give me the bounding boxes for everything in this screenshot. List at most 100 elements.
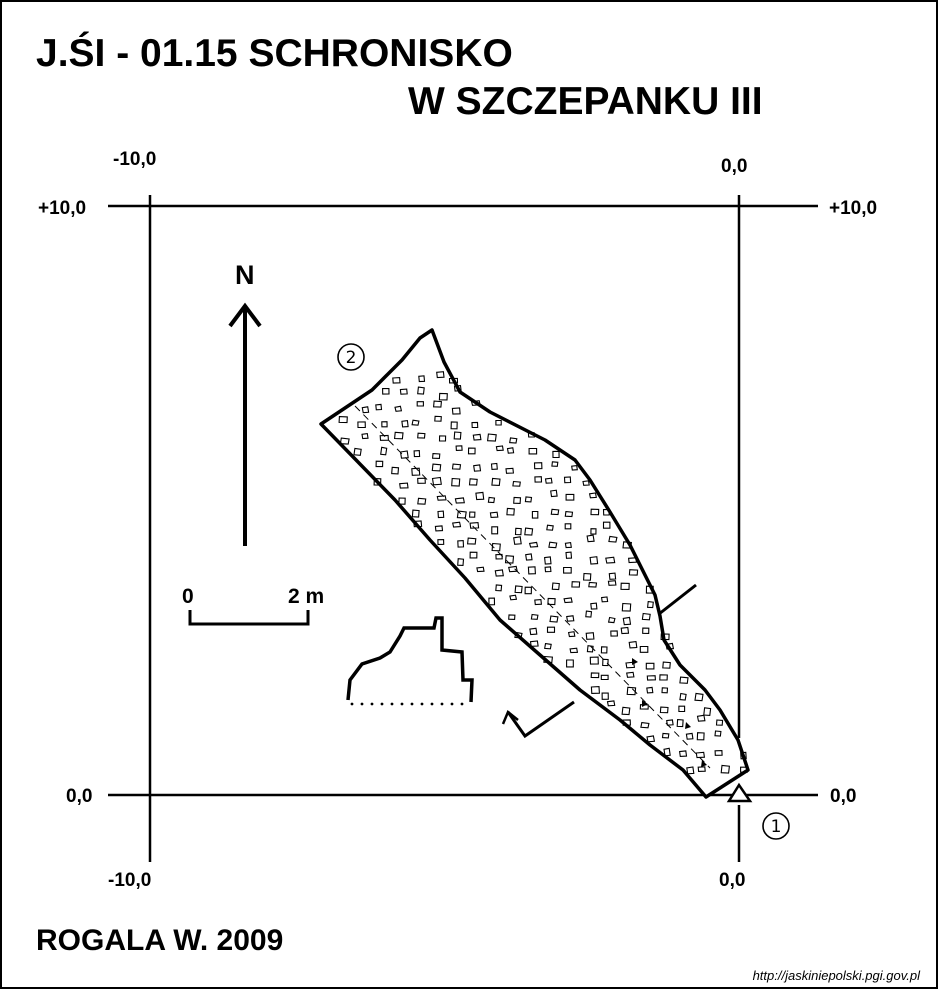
rubble-block xyxy=(544,642,552,650)
rubble-block xyxy=(621,706,631,716)
slope-markers xyxy=(632,658,707,767)
rubble-block xyxy=(566,659,574,668)
rubble-block xyxy=(662,661,671,669)
rubble-block xyxy=(659,674,668,681)
rubble-block xyxy=(601,692,609,700)
rubble-block xyxy=(438,435,447,442)
rubble-block xyxy=(566,615,575,622)
rubble-block xyxy=(544,477,553,484)
rubble-block xyxy=(391,466,400,475)
rubble-block xyxy=(646,600,654,609)
rubble-block xyxy=(436,371,445,379)
rubble-block xyxy=(488,597,496,606)
cross-section-line-lower xyxy=(501,700,575,739)
rubble-block xyxy=(720,764,731,774)
rubble-block xyxy=(486,433,497,442)
rubble-block xyxy=(661,687,669,694)
rubble-block xyxy=(451,477,461,487)
rubble-block xyxy=(514,631,523,639)
rubble-block xyxy=(588,581,598,588)
rubble-block xyxy=(544,566,552,573)
grid-label-bottom-right-x: 0,0 xyxy=(719,870,745,891)
rubble-block xyxy=(533,462,543,470)
rubble-block xyxy=(434,525,444,532)
rubble-block xyxy=(565,551,573,559)
rubble-block xyxy=(528,447,538,455)
rubble-block xyxy=(621,602,632,612)
rubble-block xyxy=(605,556,616,564)
rubble-block xyxy=(622,616,632,626)
rubble-block xyxy=(551,461,559,467)
rubble-block xyxy=(534,599,543,606)
grid-label-left-top-y: +10,0 xyxy=(38,198,86,219)
rubble-block xyxy=(543,655,554,664)
rubble-block xyxy=(697,766,706,772)
rubble-block xyxy=(361,432,369,440)
rubble-block xyxy=(585,610,593,618)
rubble-block xyxy=(582,480,590,486)
rubble-block xyxy=(434,415,442,422)
point-label-entrance: 1 xyxy=(771,817,782,837)
rubble-block xyxy=(703,707,712,716)
rubble-block xyxy=(628,640,638,649)
rubble-block xyxy=(600,646,608,654)
rubble-block xyxy=(495,584,503,592)
rubble-block xyxy=(339,437,350,445)
rubble-block xyxy=(600,596,609,603)
rubble-block xyxy=(437,510,445,519)
rubble-block xyxy=(663,747,671,757)
rubble-block xyxy=(338,416,348,424)
rubble-block xyxy=(505,467,515,474)
rubble-block xyxy=(590,508,600,516)
rubble-block xyxy=(696,714,706,722)
rubble-block xyxy=(564,523,572,530)
cave-outline xyxy=(319,328,750,799)
rubble-block xyxy=(543,556,552,565)
rubble-block xyxy=(413,450,421,458)
rubble-block xyxy=(602,521,611,529)
rubble-block xyxy=(380,446,388,456)
rubble-block xyxy=(626,671,635,678)
rubble-block xyxy=(607,580,617,586)
rubble-block xyxy=(622,719,631,726)
rubble-block xyxy=(552,450,560,459)
rubble-block xyxy=(411,509,420,518)
rubble-block xyxy=(509,437,518,444)
rubble-block xyxy=(472,433,482,441)
rubble-block xyxy=(451,407,461,415)
rubble-block xyxy=(679,692,687,701)
grid-label-right-top-y: +10,0 xyxy=(829,198,877,219)
rubble-block xyxy=(583,572,592,581)
point-marker-circle-entrance xyxy=(762,812,790,840)
rubble-block xyxy=(468,478,478,486)
rubble-block xyxy=(548,541,558,549)
scale-label-start: 0 xyxy=(182,585,194,608)
rubble-block xyxy=(467,447,476,455)
rubble-block xyxy=(639,645,649,653)
rubble-block xyxy=(571,464,578,471)
rubble-block xyxy=(563,476,572,484)
rubble-block xyxy=(457,558,465,566)
rubble-block xyxy=(392,377,401,384)
rubble-block xyxy=(357,421,366,429)
profile-floor-dot xyxy=(460,702,464,706)
rubble-block xyxy=(606,700,616,707)
rubble-block xyxy=(626,686,637,696)
rubble-block xyxy=(714,750,723,756)
rubble-block xyxy=(547,597,556,606)
rubble-block xyxy=(457,540,465,548)
rubble-block xyxy=(451,463,462,470)
rubble-block xyxy=(401,419,409,428)
rubble-block xyxy=(453,384,462,392)
rubble-block xyxy=(602,658,609,667)
rubble-block xyxy=(590,672,600,679)
rubble-block xyxy=(509,594,518,601)
rubble-block xyxy=(660,633,670,641)
rubble-block xyxy=(665,642,675,650)
rubble-block xyxy=(585,632,595,640)
rubble-block xyxy=(512,480,521,487)
rubble-block xyxy=(625,661,636,669)
rubble-block xyxy=(534,476,543,483)
rubble-block xyxy=(528,541,539,548)
rubble-block xyxy=(489,511,499,518)
